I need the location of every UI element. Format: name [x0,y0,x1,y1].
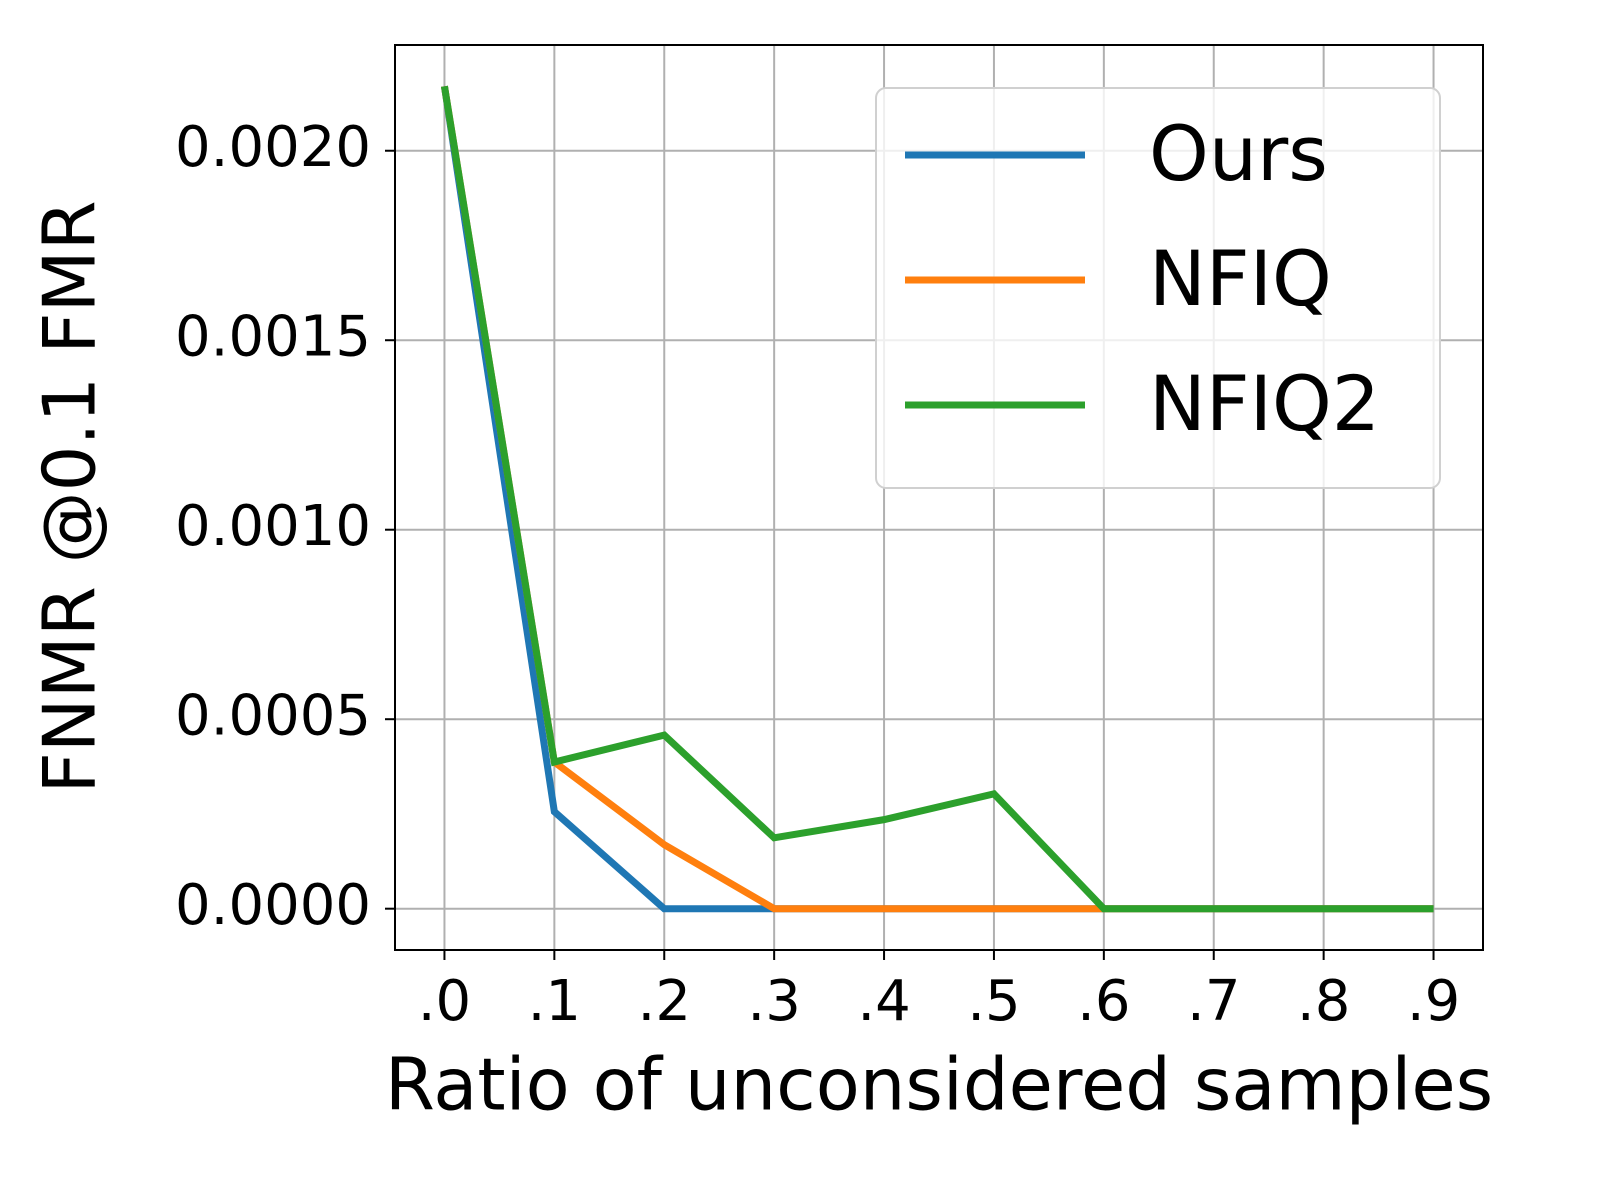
y-axis-label: FNMR @0.1 FMR [28,200,112,793]
y-tick-label: 0.0000 [175,873,371,938]
x-tick-label: .5 [967,969,1020,1034]
plot-frame [394,44,1484,951]
x-axis-label: Ratio of unconsidered samples [385,1043,1493,1127]
x-tick-label: .1 [528,969,581,1034]
x-tick-label: .7 [1187,969,1240,1034]
y-tick-label: 0.0015 [175,304,371,369]
x-tick-label: .8 [1297,969,1350,1034]
x-tick-label: .0 [418,969,471,1034]
y-tick-label: 0.0005 [175,683,371,748]
y-tick-label: 0.0010 [175,494,371,559]
y-tick-label: 0.0020 [175,115,371,180]
x-tick-label: .2 [638,969,691,1034]
legend-label: NFIQ [1149,234,1332,323]
x-tick-label: .6 [1077,969,1130,1034]
legend-label: Ours [1149,109,1328,198]
x-tick-label: .3 [747,969,800,1034]
legend-box [875,87,1441,489]
x-tick-label: .9 [1407,969,1460,1034]
legend-label: NFIQ2 [1149,359,1380,448]
series-line [441,85,1434,913]
x-tick-label: .4 [857,969,910,1034]
